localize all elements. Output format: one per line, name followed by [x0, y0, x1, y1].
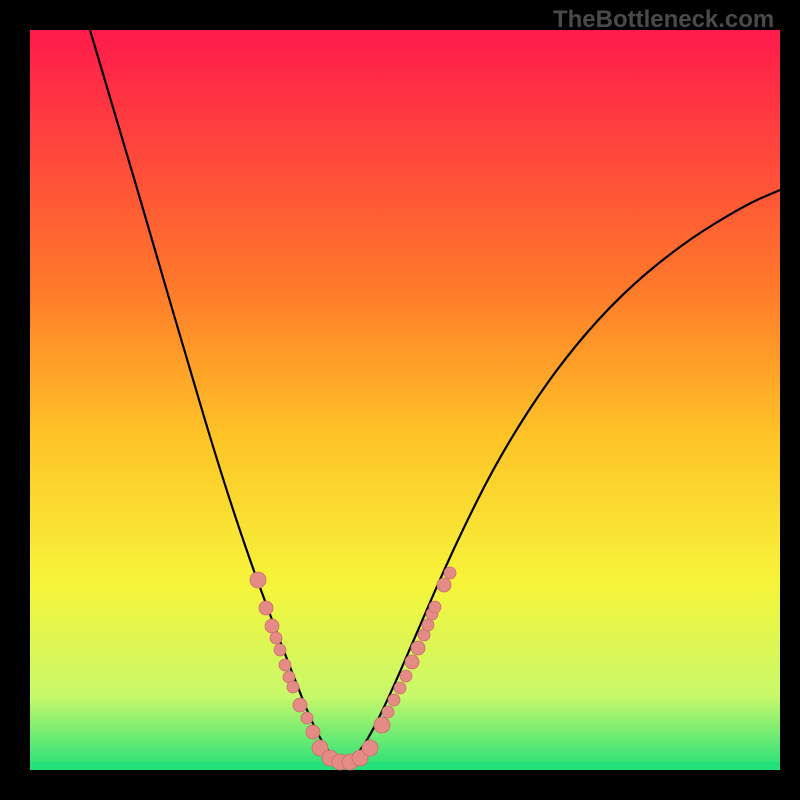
v-curve: [90, 30, 780, 760]
data-marker: [274, 644, 286, 656]
data-marker: [405, 655, 419, 669]
marker-group: [250, 567, 456, 770]
data-marker: [265, 619, 279, 633]
data-marker: [362, 740, 378, 756]
watermark-text: TheBottleneck.com: [553, 6, 774, 34]
bottom-band: [30, 762, 780, 770]
data-marker: [400, 670, 412, 682]
data-marker: [388, 694, 400, 706]
data-marker: [287, 681, 299, 693]
data-marker: [250, 572, 266, 588]
data-marker: [444, 567, 456, 579]
data-marker: [394, 682, 406, 694]
data-marker: [270, 632, 282, 644]
data-marker: [306, 725, 320, 739]
data-marker: [279, 659, 291, 671]
data-marker: [374, 717, 390, 733]
chart-overlay-svg: [0, 0, 800, 800]
data-marker: [259, 601, 273, 615]
data-marker: [429, 601, 441, 613]
data-marker: [293, 698, 307, 712]
data-marker: [437, 578, 451, 592]
data-marker: [301, 712, 313, 724]
chart-container: TheBottleneck.com: [0, 0, 800, 800]
data-marker: [382, 706, 394, 718]
data-marker: [422, 619, 434, 631]
data-marker: [411, 641, 425, 655]
